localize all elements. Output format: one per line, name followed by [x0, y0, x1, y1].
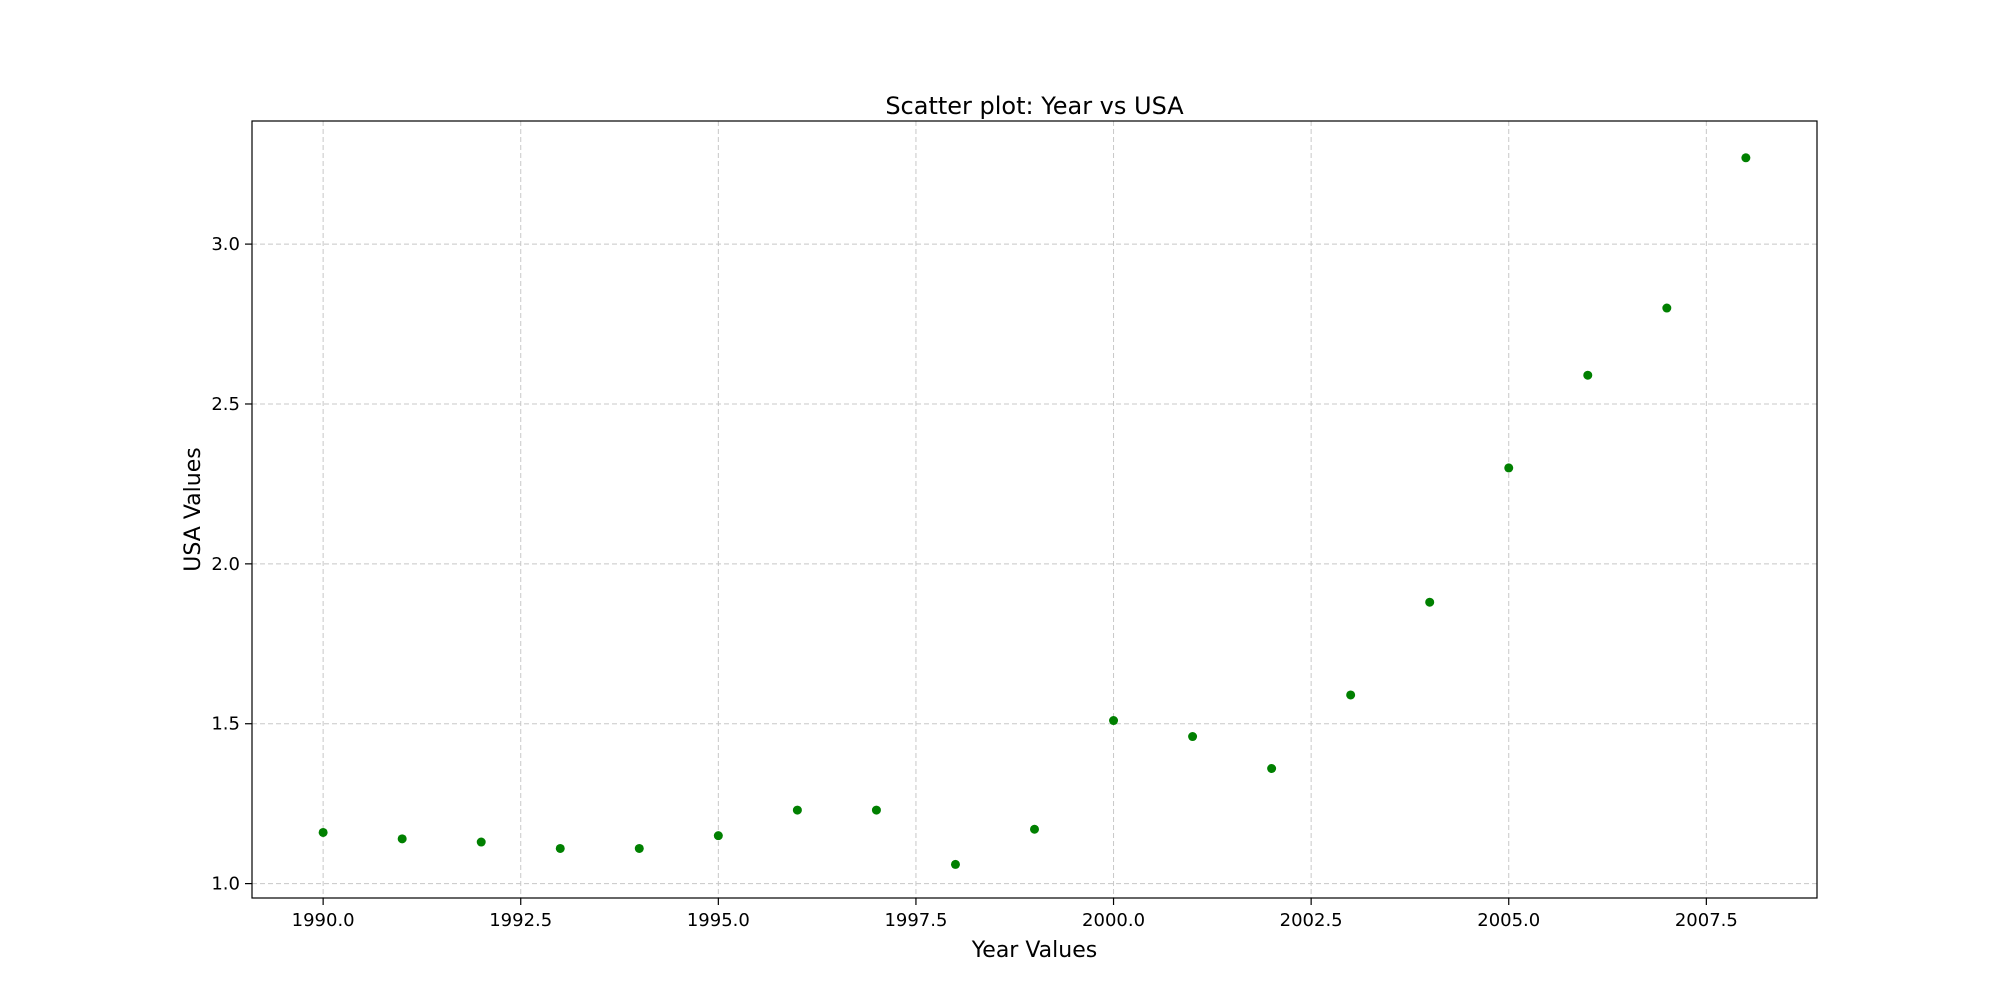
x-tick-label: 2007.5	[1675, 910, 1738, 931]
x-tick-label: 1997.5	[884, 910, 947, 931]
data-point	[1267, 764, 1277, 773]
data-point	[476, 837, 486, 847]
data-point	[1741, 153, 1751, 163]
x-tick-label: 1995.0	[687, 910, 750, 931]
y-axis-label: USA Values	[181, 447, 206, 571]
plot-frame	[251, 120, 1818, 899]
data-point	[950, 859, 960, 869]
data-point	[1583, 370, 1593, 380]
y-tick-label: 2.5	[211, 394, 240, 415]
data-point	[713, 831, 723, 841]
x-axis-label: Year Values	[971, 938, 1097, 963]
x-tick-label: 1990.0	[292, 910, 355, 931]
data-point	[1425, 597, 1435, 607]
data-point	[634, 843, 644, 853]
data-point	[1109, 716, 1119, 726]
data-point	[1030, 824, 1039, 834]
chart-title: Scatter plot: Year vs USA	[885, 92, 1184, 120]
x-tick-label: 2002.5	[1280, 910, 1343, 931]
y-tick-label: 1.5	[211, 714, 240, 735]
data-point	[1346, 690, 1356, 700]
data-point	[1188, 732, 1198, 742]
grid	[252, 121, 1817, 898]
data-point	[318, 827, 328, 837]
data-point	[555, 843, 565, 853]
data-point	[792, 805, 802, 815]
data-point	[871, 805, 881, 815]
x-tick-label: 2005.0	[1477, 910, 1540, 931]
y-axis-ticks: 1.0 1.5 2.0 2.5 3.0	[211, 234, 252, 895]
y-tick-label: 2.0	[211, 554, 240, 575]
x-tick-label: 2000.0	[1082, 910, 1145, 931]
data-point	[1504, 463, 1514, 473]
y-tick-label: 3.0	[211, 234, 240, 255]
x-tick-label: 1992.5	[489, 910, 552, 931]
x-axis-ticks: 1990.0 1992.5 1995.0 1997.5 2000.0 2002.5 2005…	[292, 898, 1738, 931]
data-point	[397, 834, 407, 844]
y-tick-label: 1.0	[211, 874, 240, 895]
data-points	[318, 153, 1751, 869]
data-point	[1662, 303, 1672, 313]
